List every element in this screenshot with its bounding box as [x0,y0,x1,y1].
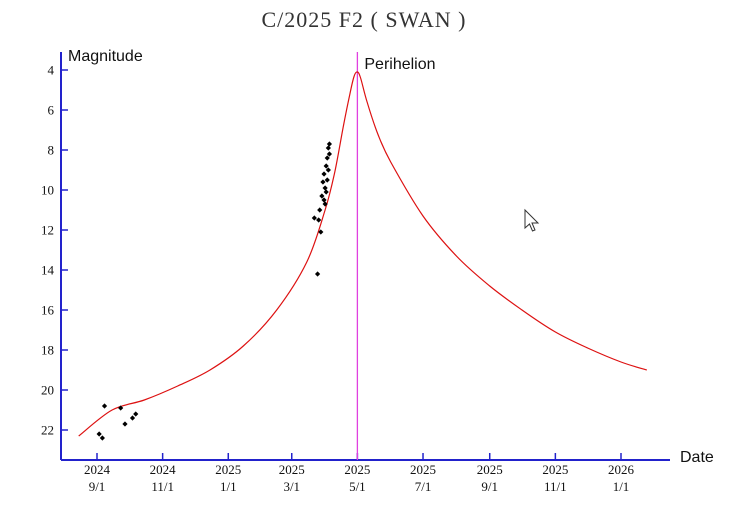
observation-point [316,217,322,223]
observation-point [96,431,102,437]
x-tick-year: 2026 [608,462,635,477]
observation-point [322,185,328,191]
observation-point [129,415,136,421]
x-tick-date: 11/1 [544,479,567,494]
y-tick-label: 6 [48,103,55,118]
observation-point [101,403,108,409]
x-tick-year: 2025 [215,462,241,477]
observation-point [322,201,328,207]
observation-point [320,179,326,185]
observation-point [324,155,330,161]
x-tick-year: 2024 [84,462,111,477]
observation-point [323,163,329,169]
chart-title: C/2025 F2 ( SWAN ) [261,7,466,32]
x-tick-date: 3/1 [283,479,300,494]
x-tick-year: 2025 [279,462,305,477]
x-tick-date: 9/1 [89,479,106,494]
x-tick-date: 1/1 [613,479,630,494]
y-tick-label: 8 [48,143,55,158]
x-tick-year: 2025 [542,462,568,477]
observation-point [314,271,321,277]
y-tick-label: 14 [41,263,55,278]
y-axis-label: Magnitude [68,48,143,65]
observation-point [311,215,317,221]
observation-point [321,171,327,177]
x-tick-date: 7/1 [415,479,432,494]
observation-point [133,411,139,417]
observation-point [318,229,324,235]
observation-point [118,405,124,411]
y-tick-label: 12 [41,223,54,238]
x-tick-year: 2025 [344,462,370,477]
perihelion-label: Perihelion [364,56,435,73]
y-tick-label: 10 [41,183,54,198]
observation-point [325,167,331,173]
x-ticks: 2024 9/1 2024 11/1 2025 1/1 2025 3/1 2025 5/1 2025… [84,453,635,494]
y-tick-label: 22 [41,423,54,438]
x-tick-date: 9/1 [481,479,498,494]
y-tick-label: 4 [48,63,55,78]
observation-point [321,197,327,203]
observation-point [325,145,331,151]
observation-point [317,207,323,213]
y-tick-label: 16 [41,303,55,318]
observation-point [122,421,128,427]
observation-point [99,435,105,441]
mouse-cursor-icon [524,208,540,232]
x-axis-label: Date [680,449,714,466]
observation-points [96,141,333,441]
x-tick-date: 11/1 [151,479,174,494]
x-tick-date: 5/1 [349,479,366,494]
predicted-magnitude-curve [78,71,647,437]
observation-point [324,177,330,183]
x-tick-date: 1/1 [220,479,237,494]
x-tick-year: 2024 [150,462,177,477]
y-tick-label: 18 [41,343,54,358]
observation-point [323,189,329,195]
y-ticks: 4 6 8 10 12 14 16 18 20 22 [41,63,68,438]
y-tick-label: 20 [41,383,54,398]
observation-point [326,151,333,157]
observation-point [319,193,325,199]
x-tick-year: 2025 [410,462,436,477]
observation-point [326,141,333,147]
x-tick-year: 2025 [477,462,503,477]
